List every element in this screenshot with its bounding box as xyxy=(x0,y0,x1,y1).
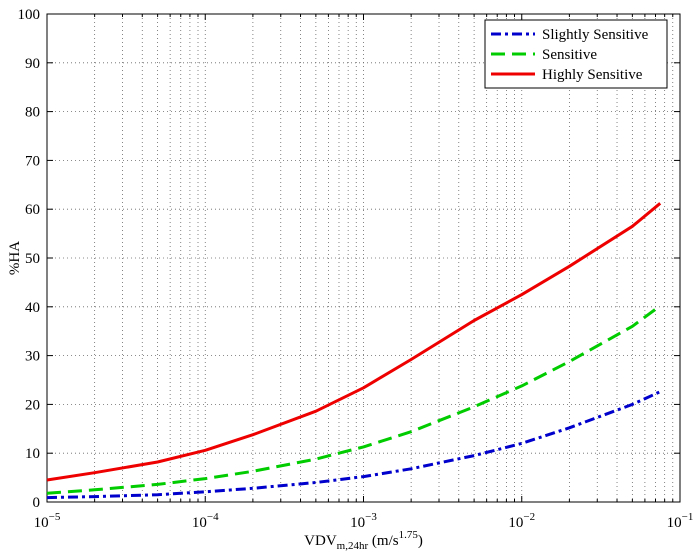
y-tick-label: 60 xyxy=(25,202,40,218)
x-tick-label: 10−2 xyxy=(508,511,535,531)
series-line-1 xyxy=(46,390,661,500)
y-tick-label: 70 xyxy=(25,153,40,169)
series-line-3 xyxy=(46,202,662,482)
y-axis-label: %HA xyxy=(7,241,23,275)
y-tick-label: 50 xyxy=(25,251,40,267)
x-tick-label: 10−3 xyxy=(350,511,377,531)
legend-label: Sensitive xyxy=(542,47,597,63)
ticks: 10−5 10−4 10−3 10−2 10−1 0 10 20 30 40 50 60 70 80 90 1… xyxy=(18,7,694,531)
x-tick-label: 10−4 xyxy=(192,511,219,531)
legend-label: Highly Sensitive xyxy=(542,67,643,83)
y-tick-label: 10 xyxy=(25,446,40,462)
grid xyxy=(47,14,680,502)
x-axis-label: VDVm,24hr (m/s1.75) xyxy=(304,529,423,552)
legend: Slightly Sensitive Sensitive Highly Sensit… xyxy=(484,19,668,89)
y-tick-label: 100 xyxy=(18,7,41,23)
y-tick-label: 20 xyxy=(25,397,40,413)
legend-label: Slightly Sensitive xyxy=(542,27,649,43)
y-tick-label: 30 xyxy=(25,349,40,365)
x-tick-label: 10−1 xyxy=(667,511,694,531)
series-line-2 xyxy=(46,304,662,495)
y-tick-label: 40 xyxy=(25,300,40,316)
series xyxy=(46,202,662,500)
x-tick-label: 10−5 xyxy=(34,511,61,531)
y-tick-label: 90 xyxy=(25,56,40,72)
y-tick-label: 80 xyxy=(25,105,40,121)
y-tick-label: 0 xyxy=(33,495,41,511)
